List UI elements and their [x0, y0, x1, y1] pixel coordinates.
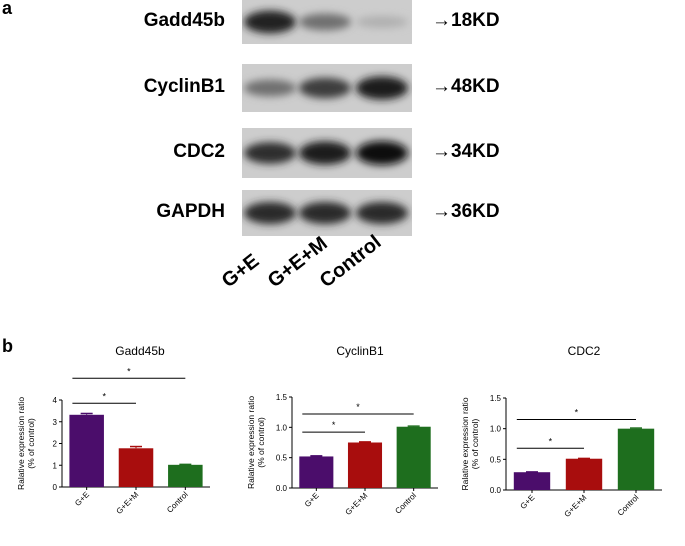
chart-title: Gadd45b: [115, 344, 165, 358]
bar-G+E+M: [118, 448, 154, 487]
y-tick-label: 2: [53, 440, 58, 449]
blot-strip: [242, 190, 412, 236]
bar-G+E: [513, 472, 551, 490]
blot-band: [356, 201, 408, 225]
bar-Control: [396, 426, 431, 488]
y-tick-label: 1.5: [490, 394, 502, 403]
blot-strip: [242, 128, 412, 178]
blot-band: [299, 13, 351, 31]
significance-star: *: [549, 436, 553, 446]
y-tick-label: 4: [53, 396, 58, 405]
y-axis-label: Ralative expression ratio(% of control): [16, 397, 36, 490]
bar-G+E: [69, 414, 104, 487]
bar-G+E: [299, 456, 334, 488]
blot-band: [356, 76, 408, 100]
x-tick-label: G+E: [519, 493, 537, 511]
blot-size-label: →18KD: [432, 10, 500, 31]
bar-charts: Gadd45b Ralative expression ratio(% of co…: [16, 344, 662, 519]
y-tick-label: 0.0: [276, 484, 288, 493]
bar-G+E+M: [347, 442, 383, 488]
y-tick-label: 1.5: [276, 393, 288, 402]
blot-protein-label: Gadd45b: [143, 10, 225, 31]
chart-cyclinb1: CyclinB1 Ralative expression ratio(% of c…: [246, 344, 438, 517]
y-tick-label: 1.0: [490, 425, 502, 434]
panel-a-label: a: [2, 0, 13, 18]
blot-band: [244, 201, 296, 225]
y-tick-label: 0.0: [490, 486, 502, 495]
chart-title: CyclinB1: [336, 344, 384, 358]
significance-star: *: [127, 366, 131, 376]
x-tick-label: G+E+M: [115, 490, 141, 516]
y-tick-label: 1.0: [276, 423, 288, 432]
blot-band: [299, 77, 351, 99]
y-tick-label: 0.5: [276, 454, 288, 463]
blot-protein-label: CDC2: [173, 141, 225, 162]
blot-size-label: →48KD: [432, 76, 500, 97]
blot-size-label: →34KD: [432, 141, 500, 162]
x-tick-label: G+E: [73, 490, 91, 508]
blot-band: [356, 141, 408, 165]
y-axis-label: Ralative expression ratio(% of control): [460, 397, 480, 490]
blot-band: [356, 16, 408, 28]
blot-size-label: →36KD: [432, 201, 500, 222]
lane-label: Control: [315, 231, 386, 293]
y-axis-label: Ralative expression ratio(% of control): [246, 396, 266, 489]
blot-band: [299, 141, 351, 165]
blot-strip: [242, 64, 412, 112]
chart-cdc2: CDC2 Ralative expression ratio(% of contr…: [460, 344, 662, 519]
blot-band: [244, 79, 296, 97]
significance-star: *: [102, 391, 106, 401]
x-tick-label: Control: [165, 490, 190, 515]
chart-title: CDC2: [568, 344, 601, 358]
chart-gadd45b: Gadd45b Ralative expression ratio(% of co…: [16, 344, 210, 516]
blot-band: [244, 10, 296, 34]
significance-star: *: [575, 407, 579, 417]
y-tick-label: 0.5: [490, 455, 502, 464]
x-tick-label: Control: [393, 491, 418, 516]
blot-band: [244, 142, 296, 164]
x-tick-label: G+E+M: [563, 493, 589, 519]
blot-strip: [242, 0, 412, 44]
significance-star: *: [356, 402, 360, 412]
x-tick-label: Control: [616, 493, 641, 518]
y-tick-label: 3: [53, 418, 58, 427]
panel-b-label: b: [2, 336, 13, 356]
blot-protein-label: CyclinB1: [143, 76, 225, 97]
lane-label: G+E: [217, 249, 264, 293]
x-tick-label: G+E: [303, 491, 321, 509]
bar-Control: [617, 428, 655, 490]
significance-star: *: [332, 420, 336, 430]
bar-Control: [168, 464, 203, 487]
blot-band: [299, 201, 351, 225]
bar-G+E+M: [565, 458, 603, 490]
y-tick-label: 1: [53, 461, 58, 470]
x-tick-label: G+E+M: [344, 491, 370, 517]
y-tick-label: 0: [53, 483, 58, 492]
blot-protein-label: GAPDH: [156, 201, 225, 222]
